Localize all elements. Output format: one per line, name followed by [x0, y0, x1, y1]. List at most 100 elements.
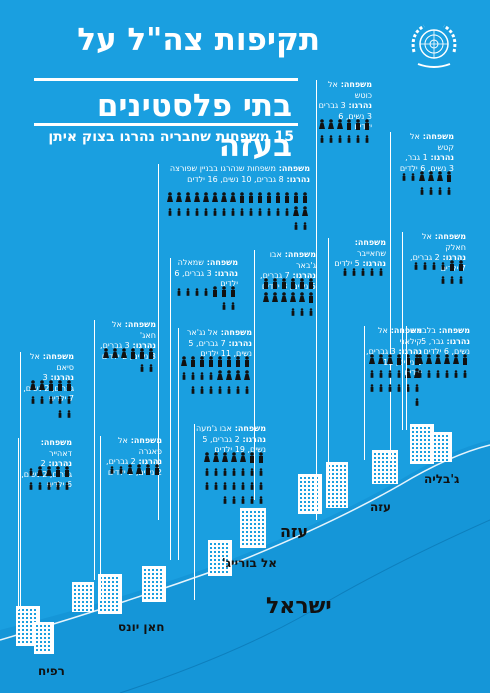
woman-icon: [221, 192, 227, 202]
woman-icon: [204, 452, 210, 462]
title-line-2: בתי פלסטינים בעזה: [96, 88, 292, 164]
child-icon: [29, 482, 33, 490]
woman-icon: [281, 292, 287, 302]
child-icon: [250, 482, 254, 490]
family-name: משפחה: שחאייבר: [330, 238, 386, 259]
family-name: משפחה: אל חאג': [96, 320, 156, 341]
casualty-icons: [103, 348, 153, 372]
building-icon: [240, 508, 266, 548]
woman-icon: [181, 356, 187, 366]
man-icon: [140, 348, 144, 359]
killed-text: 3 גברים, 6 ילדים: [174, 268, 238, 289]
child-icon: [213, 208, 217, 216]
woman-icon: [290, 292, 296, 302]
family-stem: [158, 164, 159, 520]
woman-icon: [46, 466, 52, 476]
family-name-text: שמאלה: [177, 258, 204, 267]
child-icon: [182, 372, 186, 380]
woman-icon: [121, 348, 127, 358]
man-icon: [309, 292, 313, 303]
family-info: משפחה: בלבאא נהרגו: גבר, 5 נשים, 6 ילדים: [408, 326, 470, 358]
family-killed: נהרגו: 2 גברים, 5 נשים, 19 ילדים: [196, 435, 266, 456]
family-stem: [390, 132, 391, 460]
family-killed: נהרגו: 3 גברים: [318, 101, 372, 112]
woman-icon: [230, 192, 236, 202]
family-name-text: בלבאא: [411, 326, 436, 335]
woman-icon: [127, 464, 133, 474]
child-icon: [31, 396, 35, 404]
casualty-icons: [29, 466, 69, 490]
family-prefix: משפחה:: [275, 164, 310, 173]
family-prefix: משפחה:: [40, 438, 72, 447]
casualty-icons: [369, 354, 420, 406]
family-name: משפחה: שמאלה: [172, 258, 238, 269]
child-icon: [240, 208, 244, 216]
woman-icon: [103, 348, 109, 358]
family-prefix: משפחה:: [127, 436, 162, 445]
child-icon: [294, 222, 298, 230]
woman-icon: [428, 170, 434, 181]
killed-prefix: נהרגו:: [289, 271, 316, 280]
family-info: משפחה: שחאייבר נהרגו: 5 ילדים: [330, 238, 386, 270]
casualty-icons: [177, 286, 235, 310]
child-icon: [232, 482, 236, 490]
man-icon: [406, 354, 410, 365]
man-icon: [459, 260, 463, 271]
killed-prefix: נהרגו:: [443, 336, 470, 346]
man-icon: [285, 192, 289, 203]
family-name-text: אל קטש: [410, 132, 454, 152]
killed-prefix: נהרגו:: [129, 341, 156, 350]
title-line-1: תקיפות צה"ל על: [77, 22, 320, 58]
un-emblem-icon: [411, 24, 457, 68]
family-name: משפחה: אל חאלק: [404, 232, 466, 253]
family-stem: [20, 352, 21, 610]
man-icon: [213, 286, 217, 297]
family-prefix: משפחה:: [231, 424, 266, 433]
child-icon: [258, 208, 262, 216]
child-icon: [214, 482, 218, 490]
family-name-text: שחאייבר: [357, 248, 386, 258]
killed-prefix: נהרגו:: [395, 347, 422, 356]
child-icon: [110, 466, 114, 474]
casualty-icons: [110, 464, 159, 475]
child-icon: [259, 482, 263, 490]
family-prefix: משפחה:: [354, 238, 386, 247]
family-stem: [316, 80, 317, 520]
man-icon: [67, 380, 71, 391]
woman-icon: [337, 118, 343, 129]
child-icon: [259, 468, 263, 476]
child-icon: [427, 370, 431, 378]
child-icon: [343, 268, 347, 276]
woman-icon: [185, 192, 191, 202]
woman-icon: [226, 370, 232, 380]
woman-icon: [244, 370, 250, 380]
child-icon: [303, 222, 307, 230]
child-icon: [429, 186, 433, 195]
child-icon: [223, 468, 227, 476]
label-israel: ישראל: [266, 594, 332, 619]
family-prefix: משפחה:: [217, 328, 252, 337]
casualty-icons: [263, 278, 313, 316]
child-icon: [168, 208, 172, 216]
family-name: משפחה: אל כוטש: [318, 80, 372, 101]
label-khan-yunis: חאן יונס: [118, 620, 165, 634]
man-icon: [236, 356, 240, 367]
family-name-text: דאהייר: [48, 448, 72, 458]
man-icon: [231, 286, 235, 297]
child-icon: [370, 370, 374, 378]
man-icon: [245, 356, 249, 367]
child-icon: [236, 386, 240, 394]
child-icon: [445, 370, 449, 378]
label-gaza-city: עזה: [370, 500, 392, 514]
building-icon: [98, 574, 122, 614]
child-icon: [65, 482, 69, 490]
child-icon: [231, 208, 235, 216]
child-icon: [379, 370, 383, 378]
family-stem: [178, 328, 179, 560]
child-icon: [140, 364, 144, 372]
man-icon: [65, 466, 69, 477]
woman-icon: [194, 192, 200, 202]
family-stem: [364, 326, 365, 460]
family-prefix: משפחה:: [39, 352, 74, 361]
